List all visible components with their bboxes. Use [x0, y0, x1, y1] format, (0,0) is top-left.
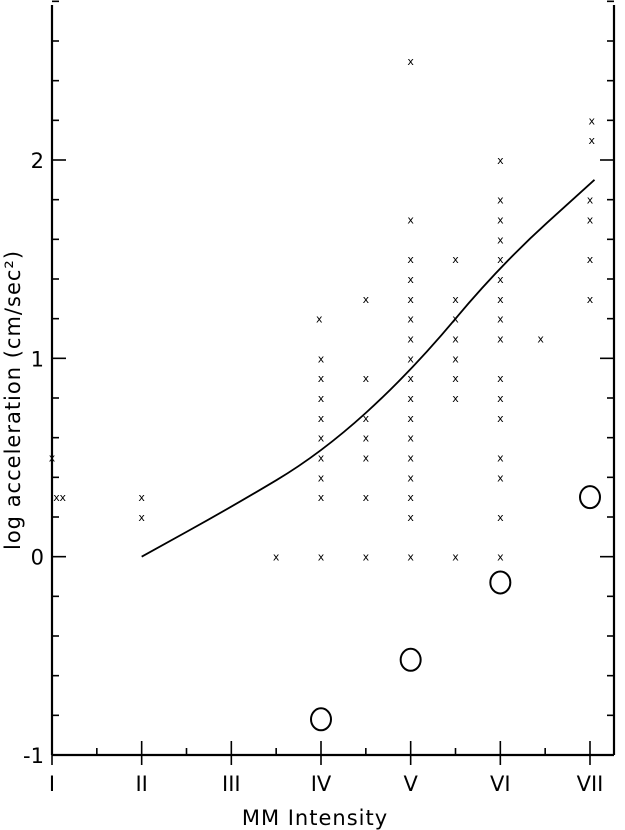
data-point-x: x — [497, 154, 504, 167]
data-point-x: x — [497, 392, 504, 405]
data-point-circle — [489, 570, 512, 595]
axes — [50, 5, 616, 757]
data-point-x: x — [318, 471, 325, 484]
data-point-x: x — [407, 372, 414, 385]
data-point-x: x — [497, 214, 504, 227]
data-point-circle — [310, 707, 332, 732]
x-tick-label: II — [135, 772, 147, 796]
data-point-x: x — [407, 491, 414, 504]
data-point-x: x — [407, 253, 414, 266]
data-point-x: x — [497, 293, 504, 306]
data-point-x: x — [587, 293, 594, 306]
data-point-x: x — [363, 491, 370, 504]
data-point-x: x — [60, 491, 67, 504]
data-point-x: x — [452, 551, 459, 564]
data-point-x: x — [318, 452, 325, 465]
data-point-x: x — [53, 491, 60, 504]
data-point-circle — [399, 647, 422, 672]
marks: xx x xxxxxxxxxxxxxxxxxxxxxxxxxxxxxxxxxxxxx… — [49, 55, 601, 732]
x-axis-title: MM Intensity — [242, 806, 388, 830]
data-point-x: x — [587, 214, 594, 227]
data-point-x: x — [497, 273, 504, 286]
data-point-x: x — [318, 412, 325, 425]
data-point-x: x — [407, 392, 414, 405]
data-point-x: x — [407, 55, 414, 68]
y-axis-title: log acceleration (cm/sec²) — [1, 250, 25, 550]
data-point-x: x — [138, 511, 145, 524]
x-tick-label: VII — [577, 772, 604, 796]
data-point-x: x — [363, 372, 370, 385]
data-point-x: x — [138, 491, 145, 504]
x-tick-label: VI — [490, 772, 511, 796]
data-point-x: x — [452, 352, 459, 365]
y-tick-label: 2 — [31, 149, 44, 173]
x-tick-label: IV — [311, 772, 332, 796]
data-point-x: x — [363, 452, 370, 465]
data-point-x: x — [318, 372, 325, 385]
data-point-x: x — [318, 432, 325, 445]
data-point-x: x — [363, 432, 370, 445]
data-point-x: x — [407, 551, 414, 564]
fit-curve — [141, 179, 596, 558]
data-point-x: x — [452, 293, 459, 306]
data-point-x: x — [589, 134, 596, 147]
data-point-x: x — [497, 452, 504, 465]
data-point-x: x — [407, 273, 414, 286]
data-point-circle — [579, 485, 601, 510]
data-point-x: x — [497, 194, 504, 207]
data-point-x: x — [497, 551, 504, 564]
data-point-x: x — [452, 333, 459, 346]
data-point-x: x — [589, 114, 596, 127]
y-tick-label: 0 — [31, 546, 44, 570]
data-point-x: x — [318, 491, 325, 504]
y-tick-label: -1 — [23, 744, 44, 768]
y-tick-label: 1 — [31, 347, 44, 371]
data-point-x: x — [407, 352, 414, 365]
data-point-x: x — [407, 412, 414, 425]
data-point-x: x — [497, 333, 504, 346]
data-point-x: x — [497, 233, 504, 246]
data-point-x: x — [363, 551, 370, 564]
data-point-x: x — [49, 452, 56, 465]
data-point-x: x — [497, 253, 504, 266]
data-point-x: x — [407, 333, 414, 346]
x-tick-label: I — [49, 772, 55, 796]
data-point-x: x — [497, 511, 504, 524]
data-point-x: x — [407, 313, 414, 326]
data-point-x: x — [407, 511, 414, 524]
data-point-x: x — [318, 392, 325, 405]
data-point-x: x — [363, 412, 370, 425]
data-point-x: x — [273, 551, 280, 564]
data-point-x: x — [363, 293, 370, 306]
data-point-x: x — [452, 253, 459, 266]
data-point-x: x — [318, 551, 325, 564]
data-point-x: x — [316, 313, 323, 326]
data-point-x: x — [407, 471, 414, 484]
data-point-x: x — [452, 392, 459, 405]
data-point-x: x — [497, 313, 504, 326]
data-point-x: x — [537, 333, 544, 346]
data-point-x: x — [587, 253, 594, 266]
data-point-x: x — [497, 471, 504, 484]
data-point-x: x — [587, 194, 594, 207]
x-tick-label: V — [403, 772, 418, 796]
x-tick-label: III — [222, 772, 241, 796]
data-point-x: x — [407, 214, 414, 227]
data-point-x: x — [407, 452, 414, 465]
data-point-x: x — [497, 412, 504, 425]
data-point-x: x — [452, 372, 459, 385]
data-point-x: x — [407, 293, 414, 306]
data-point-x: x — [318, 352, 325, 365]
data-point-x: x — [497, 372, 504, 385]
ticks — [51, 0, 614, 765]
data-point-x: x — [407, 432, 414, 445]
